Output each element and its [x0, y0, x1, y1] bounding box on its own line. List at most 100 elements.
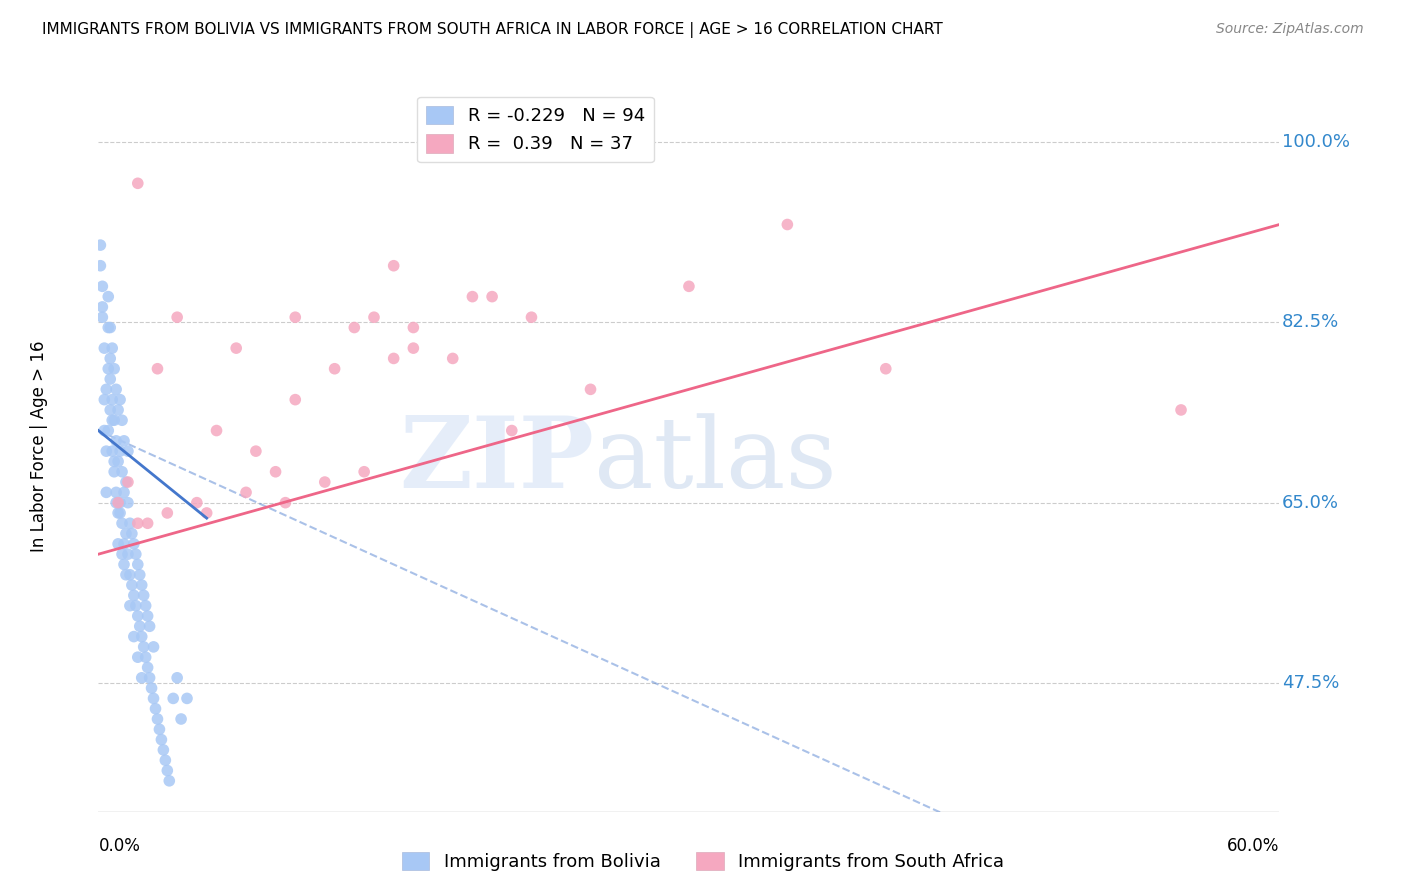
Point — [103, 465, 125, 479]
Point — [103, 454, 125, 468]
Point — [127, 176, 149, 190]
Point — [145, 702, 167, 716]
Point — [678, 279, 700, 293]
Point — [115, 526, 138, 541]
Point — [1170, 403, 1192, 417]
Point — [117, 496, 139, 510]
Point — [111, 516, 134, 531]
Point — [108, 506, 131, 520]
Point — [131, 630, 153, 644]
Point — [402, 320, 425, 334]
Point — [136, 516, 159, 531]
Point — [111, 465, 134, 479]
Point — [131, 578, 153, 592]
Point — [284, 392, 307, 407]
Text: Source: ZipAtlas.com: Source: ZipAtlas.com — [1216, 22, 1364, 37]
Point — [89, 259, 111, 273]
Text: 60.0%: 60.0% — [1227, 838, 1279, 855]
Point — [89, 238, 111, 252]
Point — [93, 341, 115, 355]
Point — [117, 547, 139, 561]
Point — [97, 320, 120, 334]
Point — [186, 496, 208, 510]
Point — [176, 691, 198, 706]
Point — [155, 753, 177, 767]
Point — [93, 392, 115, 407]
Point — [264, 465, 287, 479]
Point — [96, 444, 118, 458]
Point — [107, 496, 129, 510]
Point — [118, 516, 141, 531]
Point — [343, 320, 366, 334]
Point — [520, 310, 543, 325]
Text: 100.0%: 100.0% — [1282, 133, 1350, 151]
Point — [225, 341, 247, 355]
Point — [125, 599, 148, 613]
Point — [353, 465, 375, 479]
Point — [91, 279, 114, 293]
Point — [111, 547, 134, 561]
Point — [105, 496, 128, 510]
Point — [107, 506, 129, 520]
Text: IMMIGRANTS FROM BOLIVIA VS IMMIGRANTS FROM SOUTH AFRICA IN LABOR FORCE | AGE > 1: IMMIGRANTS FROM BOLIVIA VS IMMIGRANTS FR… — [42, 22, 943, 38]
Point — [105, 382, 128, 396]
Point — [108, 496, 131, 510]
Point — [135, 599, 157, 613]
Text: 0.0%: 0.0% — [98, 838, 141, 855]
Point — [128, 619, 150, 633]
Point — [152, 743, 174, 757]
Text: 47.5%: 47.5% — [1282, 674, 1339, 692]
Point — [118, 567, 141, 582]
Point — [579, 382, 602, 396]
Point — [103, 413, 125, 427]
Point — [112, 485, 135, 500]
Point — [195, 506, 218, 520]
Point — [132, 640, 155, 654]
Point — [118, 599, 141, 613]
Point — [314, 475, 336, 489]
Text: 65.0%: 65.0% — [1282, 493, 1339, 512]
Point — [91, 300, 114, 314]
Point — [402, 341, 425, 355]
Point — [284, 310, 307, 325]
Point — [105, 485, 128, 500]
Point — [135, 650, 157, 665]
Legend: R = -0.229   N = 94, R =  0.39   N = 37: R = -0.229 N = 94, R = 0.39 N = 37 — [418, 96, 654, 162]
Point — [166, 310, 188, 325]
Point — [136, 609, 159, 624]
Point — [166, 671, 188, 685]
Point — [111, 413, 134, 427]
Point — [461, 290, 484, 304]
Point — [245, 444, 267, 458]
Point — [142, 691, 165, 706]
Point — [146, 361, 169, 376]
Point — [146, 712, 169, 726]
Point — [136, 660, 159, 674]
Point — [115, 567, 138, 582]
Point — [776, 218, 799, 232]
Point — [323, 361, 346, 376]
Point — [91, 310, 114, 325]
Point — [121, 526, 143, 541]
Point — [363, 310, 385, 325]
Point — [127, 516, 149, 531]
Point — [97, 290, 120, 304]
Point — [150, 732, 173, 747]
Point — [101, 413, 124, 427]
Point — [112, 537, 135, 551]
Point — [138, 619, 160, 633]
Text: 82.5%: 82.5% — [1282, 313, 1339, 331]
Point — [107, 537, 129, 551]
Point — [138, 671, 160, 685]
Text: ZIP: ZIP — [399, 412, 595, 509]
Point — [98, 351, 121, 366]
Point — [382, 259, 405, 273]
Point — [107, 403, 129, 417]
Point — [117, 444, 139, 458]
Point — [481, 290, 503, 304]
Point — [875, 361, 897, 376]
Point — [162, 691, 184, 706]
Point — [112, 558, 135, 572]
Point — [127, 609, 149, 624]
Point — [156, 764, 179, 778]
